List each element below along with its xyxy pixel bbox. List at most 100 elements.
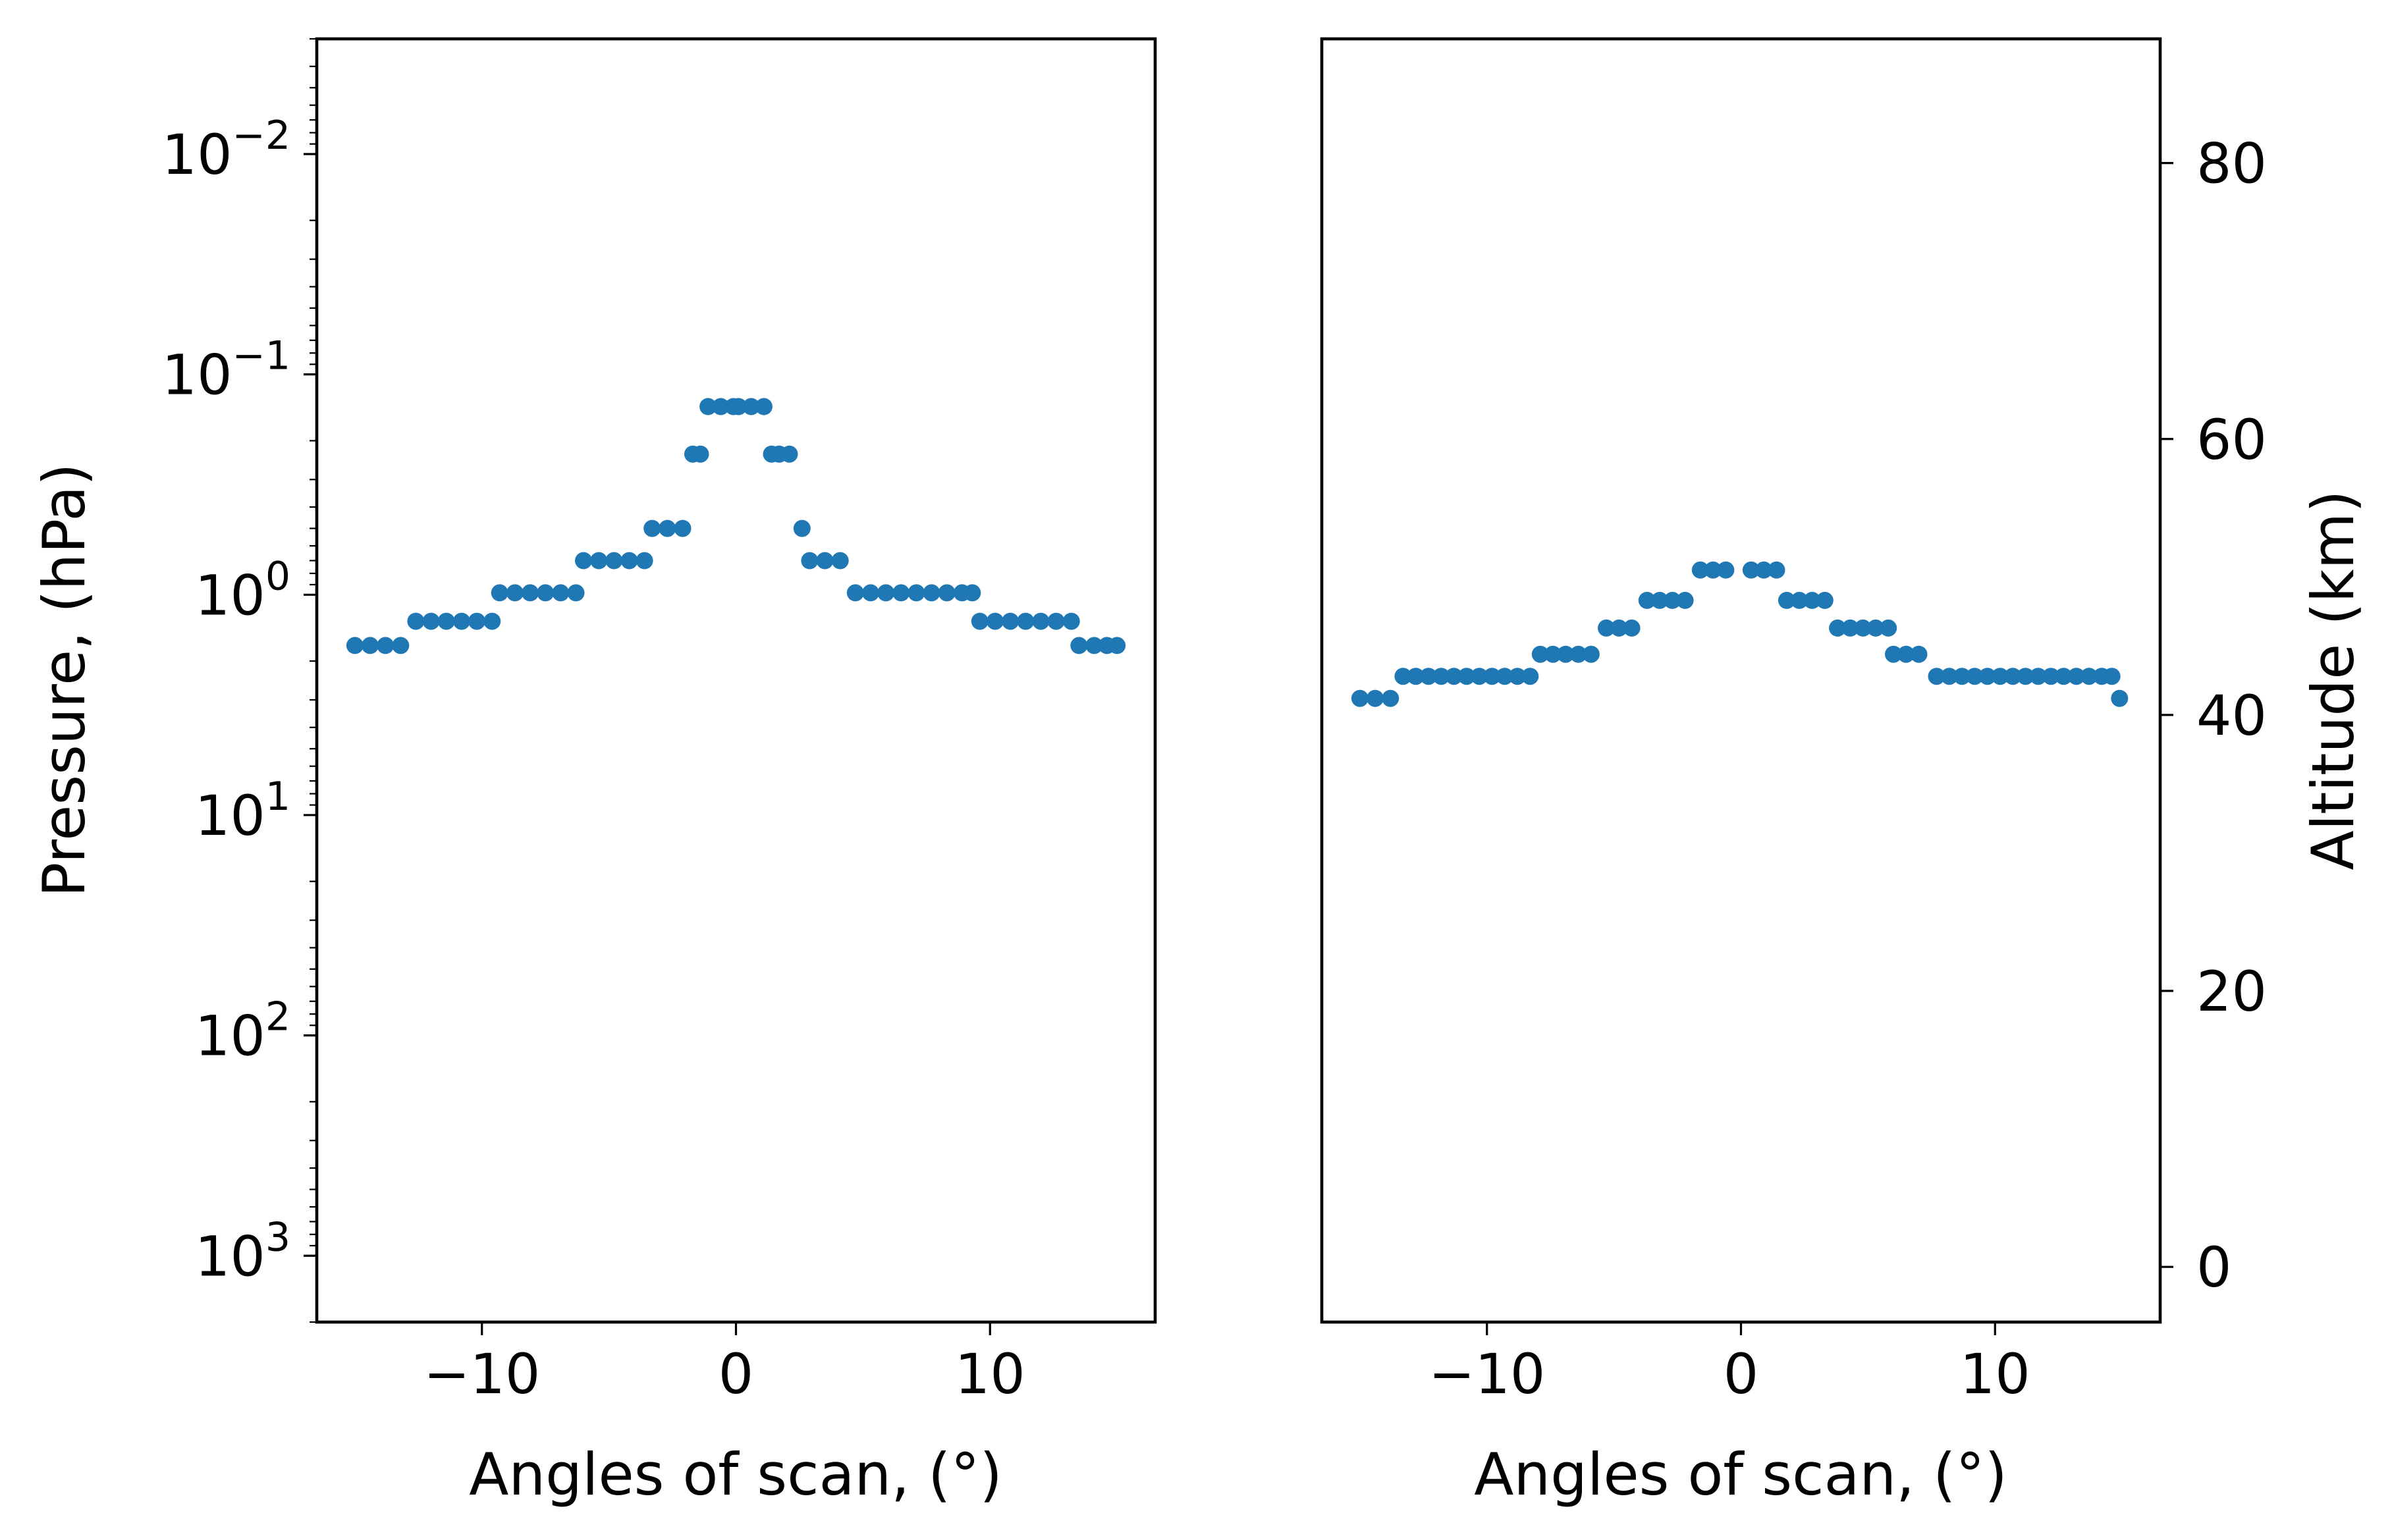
pressure-data-point (346, 637, 364, 654)
pressure-data-point (605, 552, 623, 570)
altitude-data-point (1407, 668, 1425, 685)
altitude-data-point (1704, 561, 1722, 579)
pressure-data-point (1017, 612, 1035, 630)
altitude-data-point (1420, 668, 1437, 685)
pressure-scatter-points (346, 398, 1126, 654)
pressure-data-point (1047, 612, 1065, 630)
altitude-data-point (1598, 619, 1615, 637)
altitude-data-point (1854, 619, 1872, 637)
pressure-y-tick-label: 102 (195, 994, 290, 1069)
pressure-data-point (846, 584, 864, 602)
altitude-x-tick-label: 10 (1960, 1342, 2030, 1406)
pressure-data-point (742, 398, 760, 415)
altitude-data-point (1885, 645, 1902, 663)
altitude-y-axis-label: Altitude (km) (2299, 490, 2367, 870)
altitude-data-point (1496, 668, 1513, 685)
pressure-data-point (1108, 637, 1126, 654)
pressure-panel: −10 0 10 10−2 10−1 100 101 102 103 Angles of sc… (30, 37, 1157, 1508)
altitude-y-tick-label: 60 (2196, 408, 2267, 472)
pressure-data-point (801, 552, 819, 570)
pressure-data-point (552, 584, 570, 602)
altitude-data-point (2080, 668, 2098, 685)
altitude-data-point (1953, 668, 1971, 685)
altitude-data-point (2029, 668, 2047, 685)
altitude-data-point (1531, 645, 1549, 663)
altitude-data-point (1966, 668, 1984, 685)
pressure-data-point (908, 584, 925, 602)
pressure-data-point (1070, 637, 1088, 654)
altitude-data-point (1791, 591, 1808, 609)
pressure-x-tick-label: −10 (423, 1342, 540, 1406)
altitude-data-point (1394, 668, 1412, 685)
pressure-data-point (1085, 637, 1103, 654)
pressure-y-tick-label: 103 (195, 1214, 290, 1288)
pressure-data-point (590, 552, 608, 570)
altitude-data-point (1778, 591, 1795, 609)
altitude-x-tick-label: 0 (1724, 1342, 1758, 1406)
altitude-data-point (1867, 619, 1884, 637)
altitude-data-point (1471, 668, 1488, 685)
pressure-data-point (862, 584, 879, 602)
altitude-y-tick-label: 20 (2196, 959, 2267, 1024)
altitude-data-point (1676, 591, 1694, 609)
altitude-data-point (2017, 668, 2034, 685)
pressure-data-point (987, 612, 1004, 630)
pressure-data-point (362, 637, 379, 654)
altitude-data-point (2067, 668, 2085, 685)
altitude-data-point (1664, 591, 1681, 609)
altitude-data-point (1910, 645, 1928, 663)
altitude-data-point (1432, 668, 1450, 685)
pressure-data-point (567, 584, 585, 602)
altitude-data-point (2103, 668, 2121, 685)
altitude-y-ticks: 0 20 40 60 80 (2160, 132, 2267, 1300)
pressure-x-axis-label: Angles of scan, (°) (469, 1441, 1002, 1508)
pressure-data-point (1032, 612, 1050, 630)
pressure-y-tick-label: 101 (195, 774, 290, 848)
pressure-data-point (452, 612, 470, 630)
pressure-data-point (537, 584, 555, 602)
altitude-data-point (1816, 591, 1834, 609)
pressure-data-point (712, 398, 730, 415)
pressure-data-point (575, 552, 592, 570)
altitude-data-point (1582, 645, 1600, 663)
altitude-data-point (1544, 645, 1562, 663)
altitude-data-point (1610, 619, 1628, 637)
altitude-data-point (2055, 668, 2073, 685)
altitude-data-point (1768, 561, 1785, 579)
altitude-data-point (1457, 668, 1475, 685)
altitude-data-point (1623, 619, 1641, 637)
pressure-data-point (522, 584, 539, 602)
pressure-data-point (1062, 612, 1080, 630)
pressure-data-point (971, 612, 989, 630)
pressure-data-point (730, 398, 748, 415)
pressure-x-tick-label: 0 (719, 1342, 753, 1406)
pressure-data-point (780, 445, 798, 463)
pressure-data-point (816, 552, 834, 570)
altitude-scatter-points (1351, 561, 2129, 707)
altitude-panel: −10 0 10 0 20 40 60 80 Angles of scan, (°) Alt… (1320, 37, 2367, 1508)
altitude-data-point (1651, 591, 1669, 609)
altitude-y-tick-label: 40 (2196, 683, 2267, 748)
altitude-data-point (1978, 668, 1996, 685)
pressure-x-ticks: −10 0 10 (423, 1322, 1025, 1406)
pressure-data-point (377, 637, 394, 654)
pressure-data-point (877, 584, 895, 602)
pressure-data-point (831, 552, 849, 570)
altitude-data-point (1742, 561, 1760, 579)
altitude-data-point (1992, 668, 2009, 685)
pressure-y-axis-label: Pressure, (hPa) (30, 463, 98, 897)
altitude-x-axis-label: Angles of scan, (°) (1474, 1441, 2007, 1508)
altitude-data-point (1509, 668, 1526, 685)
pressure-data-point (923, 584, 940, 602)
altitude-y-tick-label: 80 (2196, 132, 2267, 196)
pressure-y-tick-label: 10−2 (162, 113, 290, 187)
altitude-data-point (1382, 689, 1400, 707)
pressure-data-point (422, 612, 440, 630)
altitude-data-point (1829, 619, 1847, 637)
pressure-data-point (892, 584, 910, 602)
altitude-x-ticks: −10 0 10 (1428, 1322, 2030, 1406)
pressure-data-point (964, 584, 981, 602)
altitude-data-point (1483, 668, 1501, 685)
